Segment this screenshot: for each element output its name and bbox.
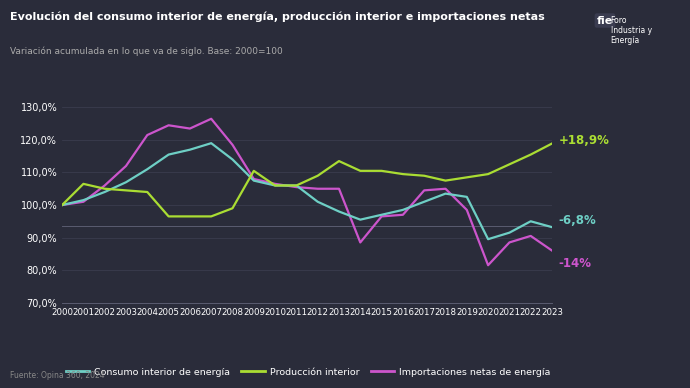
Text: -6,8%: -6,8% bbox=[558, 214, 596, 227]
Text: Fuente: Opina 360, 2024: Fuente: Opina 360, 2024 bbox=[10, 371, 105, 380]
Legend: Consumo interior de energía, Producción interior, Importaciones netas de energía: Consumo interior de energía, Producción … bbox=[62, 364, 554, 380]
Text: Evolución del consumo interior de energía, producción interior e importaciones n: Evolución del consumo interior de energí… bbox=[10, 12, 545, 22]
Text: Variación acumulada en lo que va de siglo. Base: 2000=100: Variación acumulada en lo que va de sigl… bbox=[10, 47, 283, 56]
Text: Foro
Industria y
Energía: Foro Industria y Energía bbox=[611, 16, 652, 45]
Text: fie: fie bbox=[597, 16, 613, 26]
Text: +18,9%: +18,9% bbox=[558, 134, 609, 147]
Text: -14%: -14% bbox=[558, 257, 591, 270]
